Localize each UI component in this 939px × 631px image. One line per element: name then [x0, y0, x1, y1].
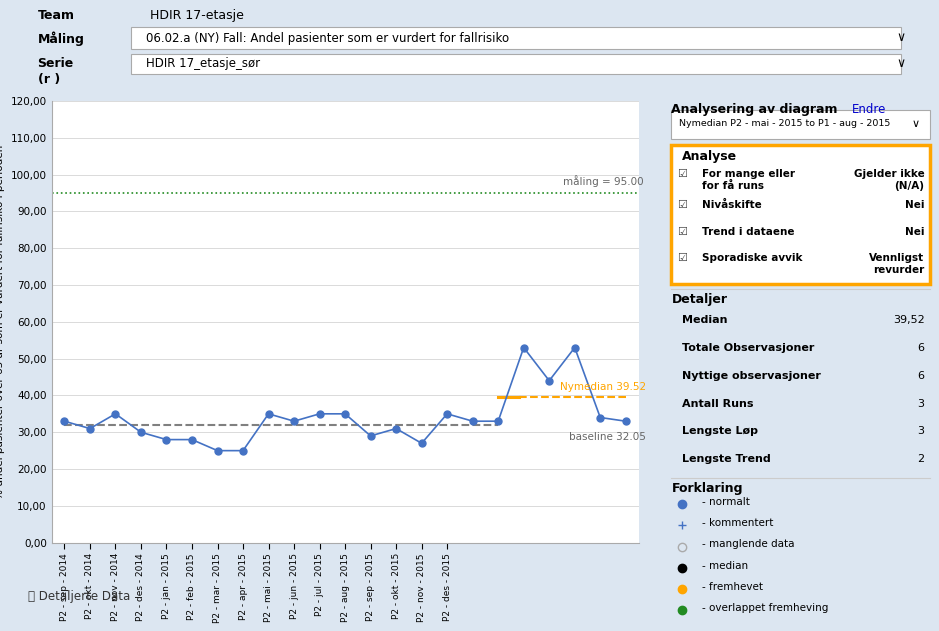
Text: ☑: ☑	[676, 227, 686, 237]
Text: Analysering av diagram: Analysering av diagram	[671, 103, 838, 116]
Text: Team: Team	[38, 9, 74, 23]
Y-axis label: %-andel pasienter over 65 år som er vurdert for fallrisiko i perioden: %-andel pasienter over 65 år som er vurd…	[0, 144, 5, 499]
Text: 39,52: 39,52	[893, 316, 925, 325]
Text: - manglende data: - manglende data	[702, 540, 795, 550]
Text: Lengste Trend: Lengste Trend	[682, 454, 771, 464]
Text: ☑: ☑	[676, 201, 686, 210]
Text: Nei: Nei	[905, 201, 925, 210]
Text: 3: 3	[917, 399, 925, 409]
Text: Ⓐ Detaljerte Data: Ⓐ Detaljerte Data	[28, 590, 131, 603]
Text: Nyttige observasjoner: Nyttige observasjoner	[682, 371, 821, 381]
Text: baseline 32.05: baseline 32.05	[569, 432, 646, 442]
Text: HDIR 17-etasje: HDIR 17-etasje	[150, 9, 244, 23]
Text: Totale Observasjoner: Totale Observasjoner	[682, 343, 814, 353]
FancyBboxPatch shape	[671, 110, 930, 139]
Text: Antall Runs: Antall Runs	[682, 399, 753, 409]
Text: Nei: Nei	[905, 227, 925, 237]
Text: ∨: ∨	[912, 119, 919, 129]
Text: Sporadiske avvik: Sporadiske avvik	[702, 253, 803, 263]
Text: Serie
(r ): Serie (r )	[38, 57, 74, 86]
Text: - kommentert: - kommentert	[702, 518, 774, 528]
Text: Nymedian P2 - mai - 2015 to P1 - aug - 2015: Nymedian P2 - mai - 2015 to P1 - aug - 2…	[679, 119, 890, 129]
Text: Trend i dataene: Trend i dataene	[702, 227, 795, 237]
Text: ∨: ∨	[897, 32, 906, 44]
FancyBboxPatch shape	[131, 54, 901, 74]
Text: 2: 2	[917, 454, 925, 464]
Text: For mange eller
for få runs: For mange eller for få runs	[702, 170, 795, 191]
Text: HDIR 17_etasje_sør: HDIR 17_etasje_sør	[146, 57, 260, 70]
Text: - normalt: - normalt	[702, 497, 750, 507]
Text: Analyse: Analyse	[682, 150, 737, 163]
Text: 3: 3	[917, 427, 925, 437]
Text: Lengste Løp: Lengste Løp	[682, 427, 758, 437]
Text: 06.02.a (NY) Fall: Andel pasienter som er vurdert for fallrisiko: 06.02.a (NY) Fall: Andel pasienter som e…	[146, 32, 509, 45]
Text: Nivåskifte: Nivåskifte	[702, 201, 762, 210]
Text: Gjelder ikke
(N/A): Gjelder ikke (N/A)	[854, 170, 925, 191]
Text: - overlappet fremheving: - overlappet fremheving	[702, 603, 829, 613]
Text: Forklaring: Forklaring	[671, 482, 743, 495]
Text: - median: - median	[702, 560, 748, 570]
Text: Måling: Måling	[38, 32, 85, 46]
FancyBboxPatch shape	[671, 145, 930, 285]
Text: ☑: ☑	[676, 170, 686, 179]
Text: Endre: Endre	[853, 103, 886, 116]
Text: 6: 6	[917, 343, 925, 353]
Text: Detaljer: Detaljer	[671, 293, 728, 306]
Text: Nymedian 39.52: Nymedian 39.52	[560, 382, 646, 392]
Text: ☑: ☑	[676, 253, 686, 263]
Text: - fremhevet: - fremhevet	[702, 582, 763, 592]
Text: Vennligst
revurder: Vennligst revurder	[870, 253, 925, 275]
Text: 6: 6	[917, 371, 925, 381]
Text: ∨: ∨	[897, 57, 906, 71]
Text: Median: Median	[682, 316, 727, 325]
FancyBboxPatch shape	[131, 27, 901, 49]
Text: måling = 95.00: måling = 95.00	[563, 175, 643, 187]
